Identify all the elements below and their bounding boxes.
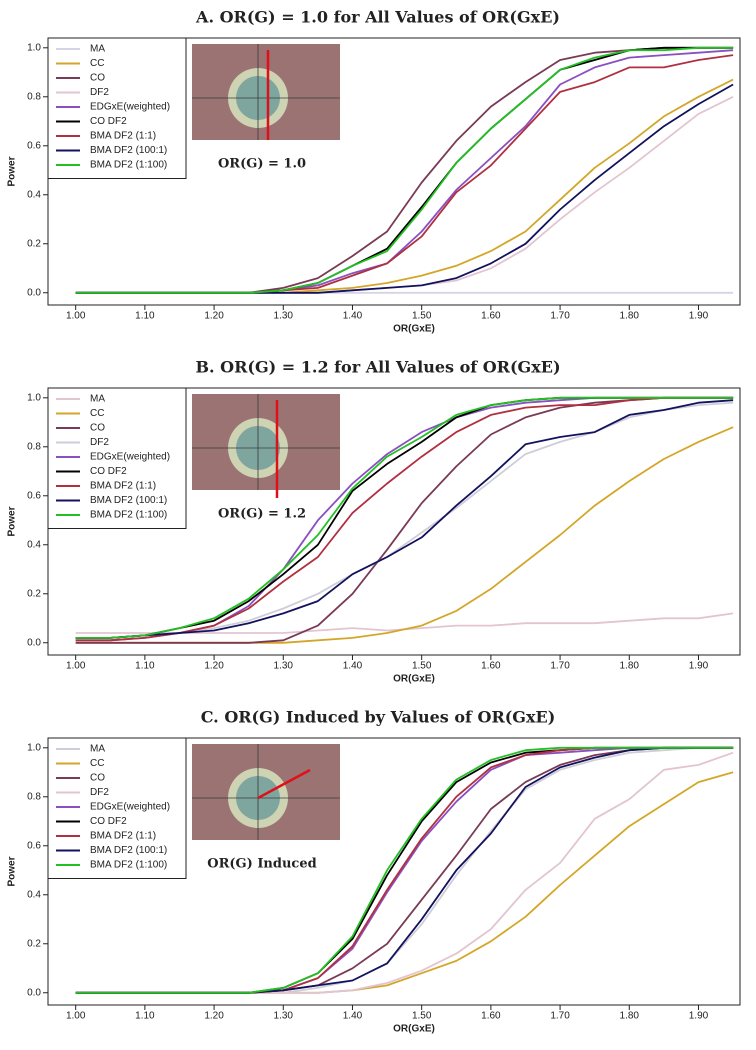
y-tick-label: 0.8 [27,441,41,452]
legend-label: CO [90,773,105,784]
legend-label: BMA DF2 (100:1) [90,845,167,856]
x-axis-title: OR(GxE) [393,674,435,685]
legend-label: BMA DF2 (100:1) [90,145,167,156]
x-tick-label: 1.50 [412,311,432,322]
legend-label: BMA DF2 (1:1) [90,131,156,142]
legend-label: DF2 [90,437,109,448]
legend-label: CO [90,423,105,434]
y-tick-label: 0.0 [27,637,41,648]
x-axis-title: OR(GxE) [393,324,435,335]
y-tick-label: 0.8 [27,791,41,802]
x-tick-label: 1.70 [550,661,570,672]
x-tick-label: 1.90 [689,661,709,672]
series-line [75,399,734,639]
x-tick-label: 1.20 [204,1011,224,1022]
chart-title: B. OR(G) = 1.2 for All Values of OR(GxE) [195,358,560,377]
x-tick-label: 1.50 [412,661,432,672]
x-tick-label: 1.30 [274,1011,294,1022]
series-line [75,746,734,994]
chart-title: C. OR(G) Induced by Values of OR(GxE) [201,708,556,727]
legend-label: CO DF2 [90,466,127,477]
legend-label: CO DF2 [90,816,127,827]
x-tick-label: 1.40 [343,661,363,672]
legend-label: DF2 [90,787,109,798]
legend-label: BMA DF2 (1:100) [90,860,167,871]
y-tick-label: 1.0 [27,42,41,53]
y-tick-label: 0.6 [27,840,41,851]
y-tick-label: 0.6 [27,140,41,151]
legend-label: DF2 [90,87,109,98]
x-tick-label: 1.30 [274,661,294,672]
legend-label: BMA DF2 (1:100) [90,160,167,171]
x-tick-label: 1.00 [66,1011,86,1022]
y-tick-label: 0.2 [27,238,41,249]
legend-label: EDGxE(weighted) [90,452,170,463]
x-tick-label: 1.60 [481,661,501,672]
inset-label: OR(G) = 1.2 [218,507,306,522]
y-axis-title: Power [7,856,18,886]
legend-label: CC [90,58,104,69]
x-tick-label: 1.10 [135,311,155,322]
x-tick-label: 1.90 [689,1011,709,1022]
legend-label: BMA DF2 (1:100) [90,510,167,521]
y-tick-label: 0.8 [27,91,41,102]
y-tick-label: 0.0 [27,987,41,998]
x-tick-label: 1.10 [135,661,155,672]
y-tick-label: 0.2 [27,938,41,949]
x-tick-label: 1.60 [481,311,501,322]
series-line [75,396,734,639]
y-tick-label: 0.4 [27,539,41,550]
x-tick-label: 1.20 [204,661,224,672]
legend-label: EDGxE(weighted) [90,102,170,113]
x-tick-label: 1.30 [274,311,294,322]
legend-label: MA [90,744,105,755]
legend-label: CC [90,408,104,419]
x-tick-label: 1.50 [412,1011,432,1022]
y-tick-label: 0.6 [27,490,41,501]
x-tick-label: 1.40 [343,1011,363,1022]
y-tick-label: 1.0 [27,392,41,403]
y-tick-label: 0.4 [27,189,41,200]
x-tick-label: 1.00 [66,311,86,322]
x-tick-label: 1.90 [689,311,709,322]
x-tick-label: 1.70 [550,311,570,322]
legend-label: MA [90,394,105,405]
legend-label: BMA DF2 (100:1) [90,495,167,506]
legend-box [47,387,187,529]
x-tick-label: 1.20 [204,311,224,322]
legend-label: EDGxE(weighted) [90,802,170,813]
y-axis-title: Power [7,506,18,536]
x-axis-title: OR(GxE) [393,1024,435,1035]
chart-title: A. OR(G) = 1.0 for All Values of OR(GxE) [195,8,560,27]
x-tick-label: 1.80 [620,1011,640,1022]
y-tick-label: 0.4 [27,889,41,900]
panel: C. OR(G) Induced by Values of OR(GxE) 1.0… [7,708,741,1035]
panel: B. OR(G) = 1.2 for All Values of OR(GxE)… [7,358,741,685]
inset-label: OR(G) = 1.0 [218,157,306,172]
series-line [75,46,734,294]
x-tick-label: 1.80 [620,661,640,672]
legend-label: CC [90,758,104,769]
y-tick-label: 0.0 [27,287,41,298]
legend-label: CO [90,73,105,84]
x-tick-label: 1.80 [620,311,640,322]
y-axis-title: Power [7,156,18,186]
y-tick-label: 1.0 [27,742,41,753]
x-tick-label: 1.00 [66,661,86,672]
legend-box [47,737,187,879]
legend-label: MA [90,44,105,55]
legend-label: BMA DF2 (1:1) [90,481,156,492]
legend-label: CO DF2 [90,116,127,127]
panel: A. OR(G) = 1.0 for All Values of OR(GxE)… [7,8,741,335]
x-tick-label: 1.70 [550,1011,570,1022]
x-tick-label: 1.40 [343,311,363,322]
inset-pointer [257,768,311,800]
y-tick-label: 0.2 [27,588,41,599]
legend-box [47,37,187,179]
inset-label: OR(G) Induced [207,857,316,872]
x-tick-label: 1.10 [135,1011,155,1022]
legend-label: BMA DF2 (1:1) [90,831,156,842]
x-tick-label: 1.60 [481,1011,501,1022]
